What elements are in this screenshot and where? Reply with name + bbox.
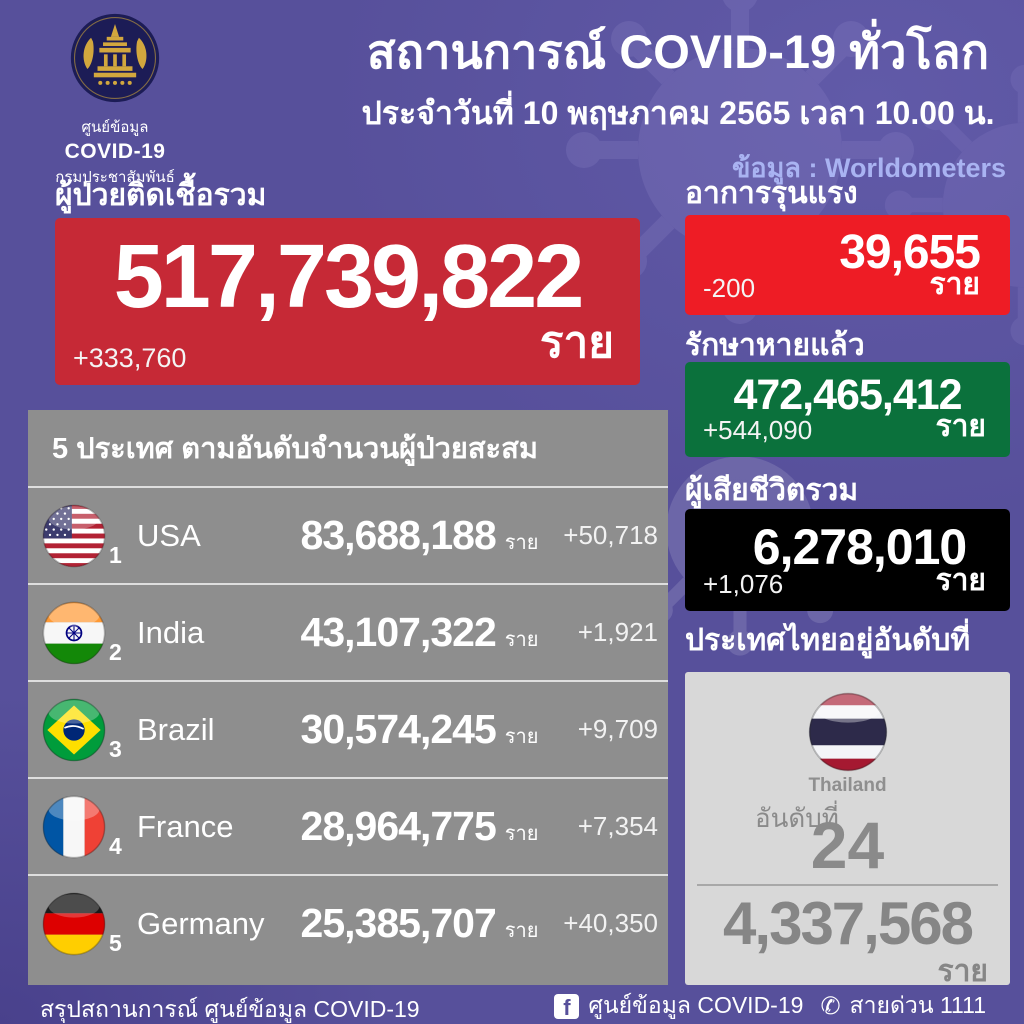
usa-flag-icon (42, 504, 106, 567)
india-flag-icon (42, 601, 106, 664)
data-source: ข้อมูล : Worldometers (731, 152, 1006, 183)
phone-icon: ✆ (820, 992, 841, 1020)
france-flag-icon (42, 795, 106, 858)
table-row: 3 Brazil 30,574,245 ราย +9,709 (28, 682, 668, 777)
country-cases: 28,964,775 (300, 803, 497, 849)
divider (28, 583, 668, 585)
country-change: +1,921 (577, 617, 658, 647)
severe-box: 39,655 -200 ราย (685, 215, 1010, 315)
country-unit: ราย (504, 629, 539, 651)
report-date: ประจำวันที่ 10 พฤษภาคม 2565 เวลา 10.00 น… (361, 94, 995, 131)
total-cases-change: +333,760 (73, 343, 187, 373)
rank-number: 4 (109, 833, 122, 859)
deaths-change: +1,076 (703, 569, 784, 599)
page-title: สถานการณ์ COVID-19 ทั่วโลก (366, 25, 990, 78)
thailand-rank-label: ประเทศไทยอยู่อันดับที่ (685, 624, 971, 657)
total-cases-label: ผู้ป่วยติดเชื้อรวม (55, 179, 267, 212)
top5-countries-panel: 5 ประเทศ ตามอันดับจำนวนผู้ป่วยสะสม (28, 410, 668, 985)
rank-number: 5 (109, 930, 122, 956)
thailand-unit: ราย (937, 955, 988, 988)
table-row: 2 India 43,107,322 ราย +1,921 (28, 585, 668, 680)
recovered-change: +544,090 (703, 415, 813, 445)
recovered-label: รักษาหายแล้ว (685, 329, 865, 362)
agency-logo: ศูนย์ข้อมูล COVID-19 กรมประชาสัมพันธ์ (30, 12, 200, 189)
deaths-unit: ราย (935, 564, 986, 597)
thailand-caption: Thailand (808, 775, 887, 796)
footer-contacts: f ศูนย์ข้อมูล COVID-19 ✆ สายด่วน 1111 (554, 988, 986, 1024)
country-cases: 30,574,245 (300, 706, 497, 752)
deaths-value: 6,278,010 (752, 519, 967, 575)
country-unit: ราย (504, 823, 539, 845)
country-name: Brazil (137, 711, 215, 747)
table-row: 4 France 28,964,775 ราย +7,354 (28, 779, 668, 874)
recovered-value: 472,465,412 (733, 371, 962, 419)
country-name: India (137, 614, 205, 650)
divider (28, 777, 668, 779)
hotline: สายด่วน 1111 (849, 992, 986, 1018)
country-unit: ราย (504, 532, 539, 554)
brazil-flag-icon (42, 698, 106, 761)
recovered-box: 472,465,412 +544,090 ราย (685, 362, 1010, 457)
severe-change: -200 (703, 273, 756, 303)
header: สถานการณ์ COVID-19 ทั่วโลก ประจำวันที่ 1… (340, 25, 1016, 189)
logo-line1: ศูนย์ข้อมูล (81, 119, 149, 136)
recovered-unit: ราย (935, 410, 986, 443)
facebook-page-name: ศูนย์ข้อมูล COVID-19 (588, 992, 804, 1018)
country-change: +40,350 (563, 908, 658, 938)
country-change: +50,718 (563, 520, 658, 550)
rank-word: อันดับที่ (755, 803, 839, 833)
logo-line3: กรมประชาสัมพันธ์ (55, 169, 175, 186)
country-name: France (137, 808, 234, 844)
thailand-rank-value: 24 (810, 808, 885, 882)
total-cases-value: 517,739,822 (113, 227, 585, 327)
country-name: Germany (137, 905, 265, 941)
country-cases: 83,688,188 (300, 512, 497, 558)
rank-number: 3 (109, 736, 122, 762)
thailand-flag-icon (808, 692, 887, 772)
severe-label: อาการรุนแรง (685, 177, 858, 210)
top5-title: 5 ประเทศ ตามอันดับจำนวนผู้ป่วยสะสม (52, 433, 538, 465)
divider (28, 680, 668, 682)
deaths-label: ผู้เสียชีวิตรวม (685, 474, 859, 507)
country-unit: ราย (504, 726, 539, 748)
thailand-cases-value: 4,337,568 (723, 890, 974, 957)
facebook-icon: f (554, 993, 580, 1019)
divider (28, 486, 668, 488)
divider (28, 874, 668, 876)
logo-line2: COVID-19 (64, 140, 166, 163)
table-row: 1 USA 83,688,188 ราย +50,718 (28, 488, 668, 583)
severe-value: 39,655 (839, 226, 981, 279)
country-change: +9,709 (577, 714, 658, 744)
country-cases: 43,107,322 (300, 609, 497, 655)
government-emblem-icon (70, 13, 160, 103)
rank-number: 1 (109, 542, 122, 568)
table-row: 5 Germany 25,385,707 ราย +40,350 (28, 876, 668, 971)
country-change: +7,354 (577, 811, 658, 841)
country-unit: ราย (504, 920, 539, 942)
severe-unit: ราย (929, 268, 980, 301)
footer-summary: สรุปสถานการณ์ ศูนย์ข้อมูล COVID-19 (40, 996, 420, 1022)
thailand-rank-box: Thailand อันดับที่ 24 4,337,568 ราย (685, 672, 1010, 988)
country-name: USA (137, 517, 201, 553)
total-cases-unit: ราย (539, 318, 614, 367)
country-cases: 25,385,707 (300, 900, 497, 946)
divider (697, 884, 998, 886)
rank-number: 2 (109, 639, 122, 665)
germany-flag-icon (42, 892, 106, 955)
total-cases-box: 517,739,822 +333,760 ราย (55, 218, 640, 385)
deaths-box: 6,278,010 +1,076 ราย (685, 509, 1010, 611)
